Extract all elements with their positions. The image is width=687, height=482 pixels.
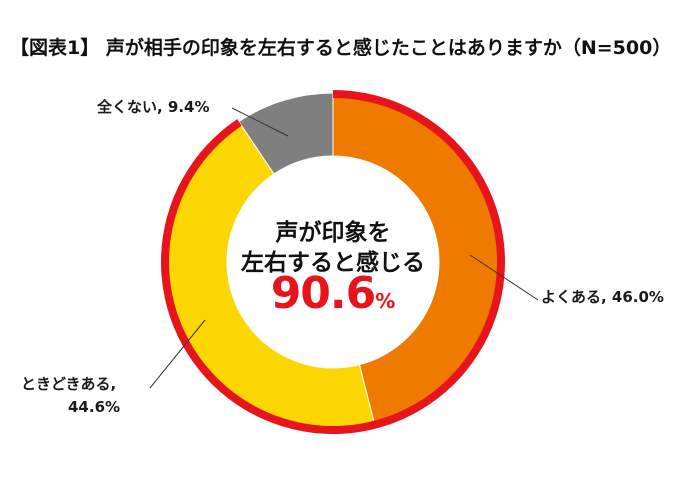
leader-line-not-at-all [231, 107, 289, 137]
leader-line-sometimes [149, 319, 206, 389]
center-total-value: 90.6 [270, 268, 377, 319]
label-sometimes-line1: ときどきある, [21, 375, 117, 393]
center-total-unit: % [375, 289, 396, 313]
leader-line-often [469, 254, 539, 301]
center-label-line2: 左右すると感じる [241, 250, 425, 276]
center-label-line1: 声が印象を [275, 220, 391, 246]
chart-title: 【図表1】 声が相手の印象を左右すると感じたことはありますか（N=500） [10, 37, 672, 59]
center-total: 90.6% [233, 268, 433, 319]
label-not-at-all: 全くない, 9.4% [97, 98, 210, 116]
label-often: よくある, 46.0% [541, 288, 664, 306]
label-sometimes-line2: 44.6% [68, 398, 121, 416]
